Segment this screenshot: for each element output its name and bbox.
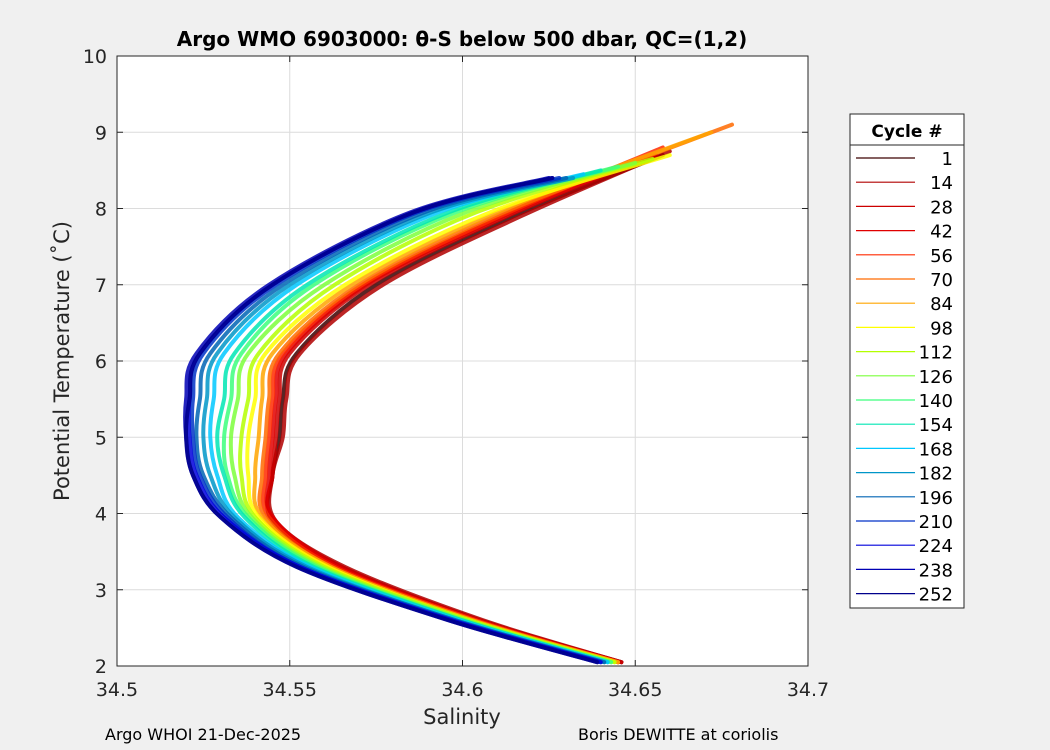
legend-label: 56 xyxy=(930,246,953,267)
legend-item: 140 xyxy=(856,391,953,412)
y-tick-label: 5 xyxy=(95,427,107,449)
legend-label: 168 xyxy=(919,439,953,460)
chart-title: Argo WMO 6903000: θ-S below 500 dbar, QC… xyxy=(177,27,747,51)
legend-entries: 1 14 28 42 56 70 84 98 112 126 140 154 168 182 196 210 2… xyxy=(856,149,953,606)
y-axis-label: Potential Temperature (˚C) xyxy=(50,221,74,501)
legend-item: 196 xyxy=(856,488,953,509)
legend-item: 182 xyxy=(856,464,953,485)
legend-item: 28 xyxy=(856,197,953,218)
legend-item: 126 xyxy=(856,367,953,388)
legend-label: 70 xyxy=(930,270,953,291)
footer-right: Boris DEWITTE at coriolis xyxy=(578,725,779,744)
legend-label: 238 xyxy=(919,560,953,581)
x-tick-label: 34.7 xyxy=(787,679,829,701)
legend-item: 84 xyxy=(856,294,953,315)
legend-label: 14 xyxy=(930,173,953,194)
y-tick-label: 7 xyxy=(95,275,107,297)
legend-item: 210 xyxy=(856,512,953,533)
y-tick-label: 2 xyxy=(95,656,107,678)
legend-item: 238 xyxy=(856,560,953,581)
legend-item: 42 xyxy=(856,222,953,243)
legend-item: 252 xyxy=(856,585,953,606)
x-axis: 34.5 34.55 34.6 34.65 34.7 xyxy=(96,56,829,701)
legend-label: 182 xyxy=(919,464,953,485)
legend-label: 98 xyxy=(930,318,953,339)
legend-label: 84 xyxy=(930,294,953,315)
legend-item: 56 xyxy=(856,246,953,267)
x-tick-label: 34.6 xyxy=(441,679,483,701)
y-tick-label: 8 xyxy=(95,199,107,221)
y-tick-label: 10 xyxy=(83,46,107,68)
footer-left: Argo WHOI 21-Dec-2025 xyxy=(105,725,302,744)
legend-label: 42 xyxy=(930,222,953,243)
legend-label: 112 xyxy=(919,343,953,364)
profile-cycle-252 xyxy=(183,176,600,665)
x-tick-label: 34.65 xyxy=(608,679,662,701)
legend-item: 154 xyxy=(856,415,953,436)
legend-label: 140 xyxy=(919,391,953,412)
legend-item: 1 xyxy=(856,149,953,170)
legend-label: 126 xyxy=(919,367,953,388)
legend-item: 112 xyxy=(856,343,953,364)
x-tick-label: 34.5 xyxy=(96,679,138,701)
legend: Cycle # 1 14 28 42 56 70 84 98 112 126 140 154 168 18… xyxy=(849,113,965,609)
y-tick-label: 4 xyxy=(95,504,107,526)
legend-label: 154 xyxy=(919,415,953,436)
legend-label: 28 xyxy=(930,197,953,218)
legend-item: 224 xyxy=(856,536,953,557)
legend-item: 14 xyxy=(856,173,953,194)
legend-label: 224 xyxy=(919,536,953,557)
legend-label: 1 xyxy=(942,149,953,170)
y-tick-label: 3 xyxy=(95,580,107,602)
x-axis-label: Salinity xyxy=(423,705,501,729)
profile-curves xyxy=(183,122,734,665)
legend-title: Cycle # xyxy=(871,122,942,142)
legend-label: 210 xyxy=(919,512,953,533)
legend-item: 70 xyxy=(856,270,953,291)
legend-label: 252 xyxy=(919,585,953,606)
x-tick-label: 34.55 xyxy=(263,679,317,701)
legend-box xyxy=(849,113,965,609)
legend-item: 168 xyxy=(856,439,953,460)
y-axis: 2 3 4 5 6 7 8 9 10 xyxy=(83,46,808,678)
legend-item: 98 xyxy=(856,318,953,339)
y-tick-label: 6 xyxy=(95,351,107,373)
y-tick-label: 9 xyxy=(95,122,107,144)
legend-label: 196 xyxy=(919,488,953,509)
